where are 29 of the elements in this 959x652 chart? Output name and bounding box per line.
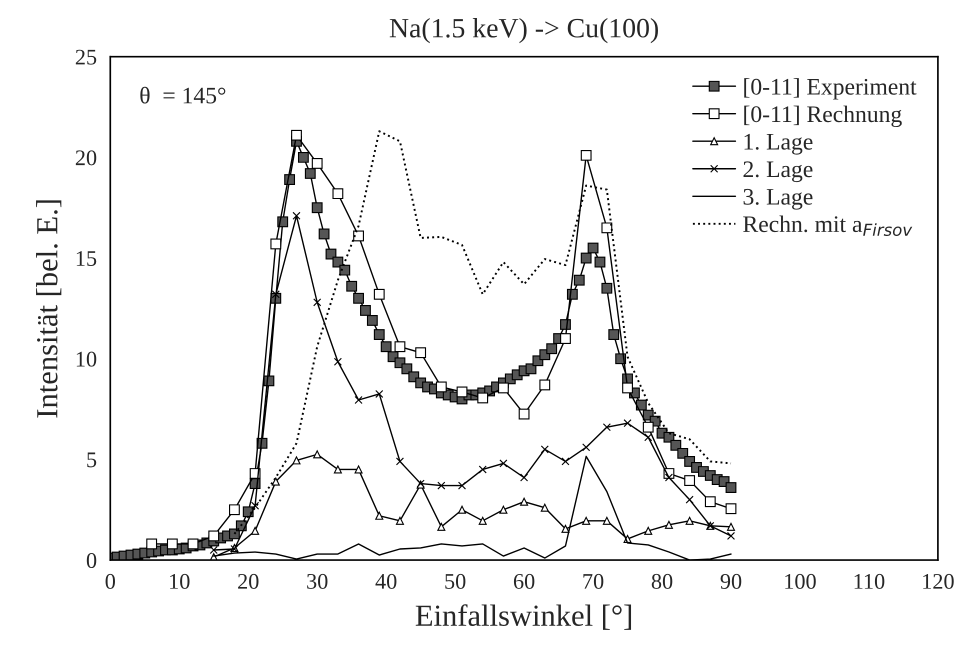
x-tick-label: 100 (785, 574, 816, 589)
x-tick-label: 30 (307, 574, 328, 589)
x-tick-label: 110 (854, 574, 884, 589)
legend-label: 3. Lage (744, 188, 812, 210)
y-tick-label: 0 (86, 553, 96, 568)
y-tick-label: 25 (76, 50, 96, 65)
y-tick-label: 5 (87, 452, 96, 468)
annotation: θ = 145° (140, 86, 226, 104)
x-tick-label: 20 (238, 574, 258, 589)
legend-label: 1. Lage (744, 134, 812, 155)
x-tick-label: 10 (170, 574, 190, 589)
legend-label: Rechn. mit a$_{Firsov}$ (743, 216, 912, 236)
y-tick-label: 10 (76, 352, 96, 367)
y-tick-label: 15 (76, 251, 96, 266)
x-axis-title: Einfallswinkel [°] (416, 604, 632, 630)
x-tick-label: 70 (583, 574, 604, 589)
x-tick-label: 40 (375, 574, 396, 589)
x-tick-label: 50 (445, 574, 466, 589)
x-tick-label: 90 (720, 574, 742, 589)
legend-label: 2. Lage (744, 161, 812, 182)
y-tick-label: 20 (76, 150, 96, 166)
y-axis-title: Intensität [bel. E.] (36, 200, 62, 418)
x-tick-label: 0 (106, 574, 115, 589)
x-tick-label: 80 (652, 574, 672, 589)
x-tick-label: 60 (514, 574, 534, 589)
chart-title: Na(1.5 keV) -> Cu(100) (390, 18, 658, 44)
legend-label: [0-11] Rechnung (744, 106, 902, 128)
legend-label: [0-11] Experiment (744, 78, 917, 100)
x-tick-label: 120 (923, 574, 954, 589)
